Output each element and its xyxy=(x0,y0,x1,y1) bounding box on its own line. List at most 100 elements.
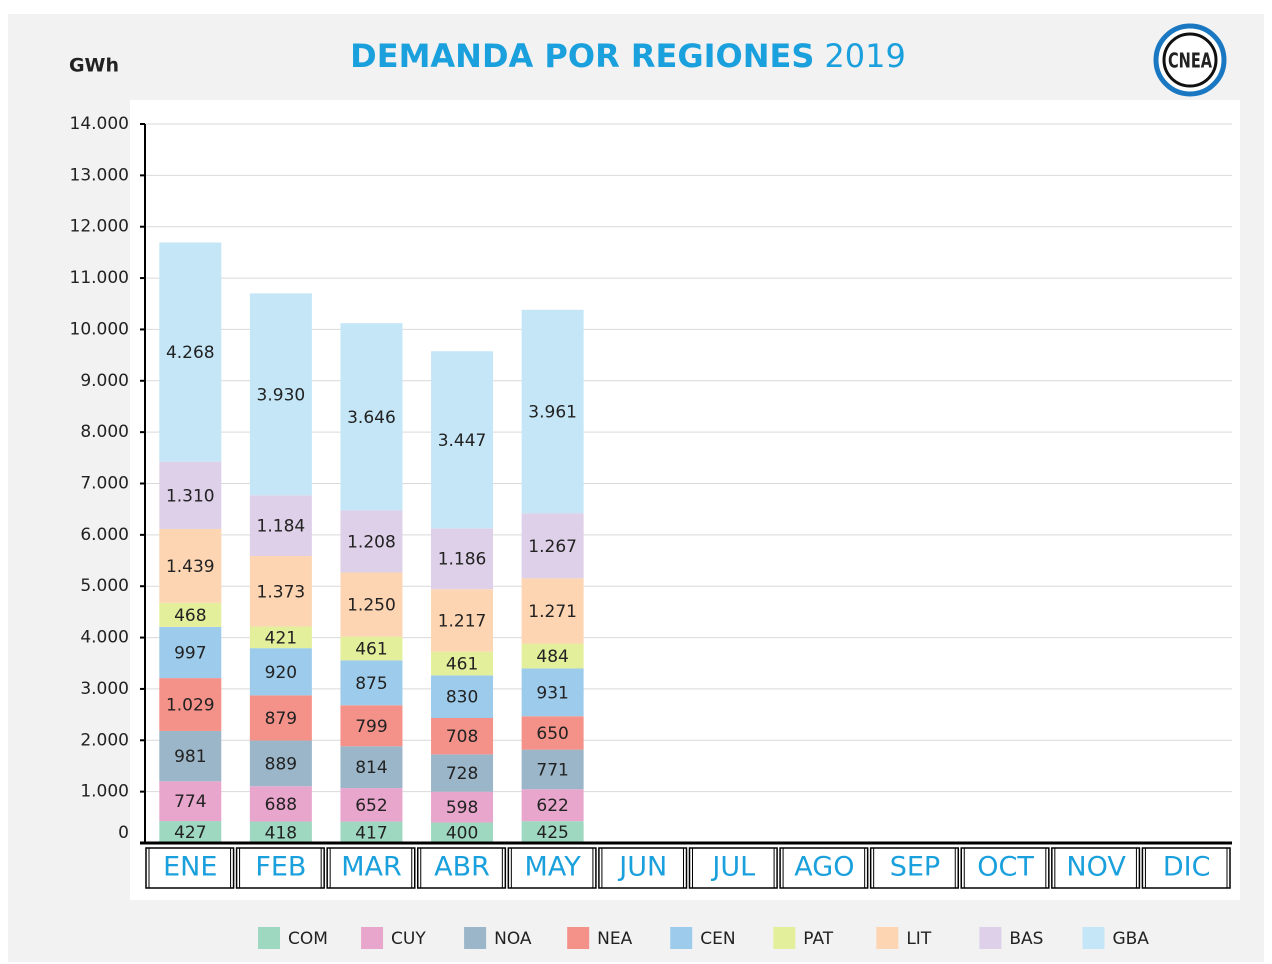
data-label: 468 xyxy=(174,606,206,626)
data-label: 931 xyxy=(536,683,568,703)
y-tick-label: 7.000 xyxy=(80,474,129,494)
legend-label: CEN xyxy=(700,929,735,949)
bar-segment xyxy=(340,660,403,706)
bar-segment xyxy=(340,705,403,747)
title-year: 2019 xyxy=(824,37,905,75)
x-tick-box-inner xyxy=(1054,847,1137,889)
y-tick-label: 1.000 xyxy=(80,782,129,802)
data-label: 417 xyxy=(355,823,387,843)
data-label: 1.250 xyxy=(347,596,396,616)
bar-segment xyxy=(249,821,312,843)
bar-segment xyxy=(340,636,403,661)
data-label: 3.961 xyxy=(528,403,577,423)
y-tick-label: 5.000 xyxy=(80,576,129,596)
bar-segment xyxy=(159,242,222,462)
data-label: 774 xyxy=(174,792,206,812)
data-label: 920 xyxy=(265,663,297,683)
bar-segment xyxy=(431,351,494,529)
x-tick-box-inner xyxy=(510,847,594,889)
data-label: 981 xyxy=(174,747,206,767)
x-tick-label: ENE xyxy=(163,852,217,883)
bar-segment xyxy=(340,821,403,843)
x-tick-label: JUN xyxy=(617,852,667,883)
data-label: 875 xyxy=(355,674,387,694)
data-label: 1.439 xyxy=(166,557,215,577)
data-label: 814 xyxy=(355,758,387,778)
plot-area xyxy=(130,100,1240,900)
bar-segment xyxy=(431,589,494,652)
x-tick-box-inner xyxy=(963,847,1047,889)
data-label: 1.310 xyxy=(166,486,215,506)
x-tick-label: OCT xyxy=(977,852,1034,883)
data-label: 1.184 xyxy=(257,517,306,537)
bar-segment xyxy=(340,788,403,822)
bar-segment xyxy=(521,309,584,514)
data-label: 418 xyxy=(265,823,297,843)
data-label: 650 xyxy=(536,724,568,744)
bar-segment xyxy=(249,626,312,649)
legend-swatch xyxy=(773,927,796,949)
data-label: 830 xyxy=(446,688,478,708)
x-tick-box xyxy=(779,847,869,889)
x-tick-box-inner xyxy=(873,847,956,889)
bar-segment xyxy=(431,717,494,755)
data-label: 879 xyxy=(265,709,297,729)
legend-label: NEA xyxy=(597,929,632,949)
legend-swatch xyxy=(567,927,590,949)
bar-segment xyxy=(159,528,222,603)
data-label: 461 xyxy=(355,639,387,659)
logo-ring xyxy=(1153,23,1227,97)
x-tick-box-inner xyxy=(329,847,413,889)
x-tick-box-inner xyxy=(148,847,232,889)
x-tick-box xyxy=(869,847,960,889)
bar-segment xyxy=(159,602,222,627)
y-tick-label: 2.000 xyxy=(80,730,129,750)
bar-segment xyxy=(431,528,494,590)
x-tick-label: AGO xyxy=(794,852,854,883)
data-label: 771 xyxy=(536,760,568,780)
x-tick-box-inner xyxy=(601,847,685,889)
bar-segment xyxy=(249,293,312,496)
logo-inner xyxy=(1162,32,1218,88)
legend-swatch xyxy=(1082,927,1105,949)
x-tick-label: MAY xyxy=(525,852,582,883)
data-label: 598 xyxy=(446,798,478,818)
data-label: 1.217 xyxy=(438,611,487,631)
data-label: 708 xyxy=(446,727,478,747)
x-tick-label: MAR xyxy=(341,852,402,883)
y-tick-label: 9.000 xyxy=(80,371,129,391)
legend-label: PAT xyxy=(803,929,833,949)
x-tick-box xyxy=(1051,847,1141,889)
legend-swatch xyxy=(979,927,1002,949)
bar-segment xyxy=(249,695,312,741)
x-tick-box-inner xyxy=(782,847,866,889)
logo-text: CNEA xyxy=(1168,49,1212,73)
data-label: 688 xyxy=(265,795,297,815)
legend-swatch xyxy=(464,927,487,949)
legend-swatch xyxy=(361,927,384,949)
y-tick-label: 8.000 xyxy=(80,422,129,442)
data-label: 622 xyxy=(536,796,568,816)
y-tick-label: 12.000 xyxy=(70,217,129,237)
y-axis-label: GWh xyxy=(69,55,119,77)
bar-segment xyxy=(431,651,494,676)
bar-segment xyxy=(521,821,584,843)
data-label: 400 xyxy=(446,824,478,844)
bar-segment xyxy=(521,578,584,644)
bar-segment xyxy=(249,786,312,822)
x-tick-label: FEB xyxy=(255,852,306,883)
data-label: 425 xyxy=(536,823,568,843)
data-label: 1.373 xyxy=(257,582,306,602)
data-label: 997 xyxy=(174,643,206,663)
data-label: 421 xyxy=(265,628,297,648)
bar-segment xyxy=(159,626,222,679)
bar-segment xyxy=(159,781,222,822)
y-tick-label: 11.000 xyxy=(70,268,129,288)
data-label: 799 xyxy=(355,717,387,737)
bar-segment xyxy=(249,740,312,787)
x-tick-label: NOV xyxy=(1066,852,1126,883)
legend-label: BAS xyxy=(1009,929,1043,949)
legend-swatch xyxy=(876,927,899,949)
data-label: 4.268 xyxy=(166,343,215,363)
x-tick-label: DIC xyxy=(1163,852,1211,883)
